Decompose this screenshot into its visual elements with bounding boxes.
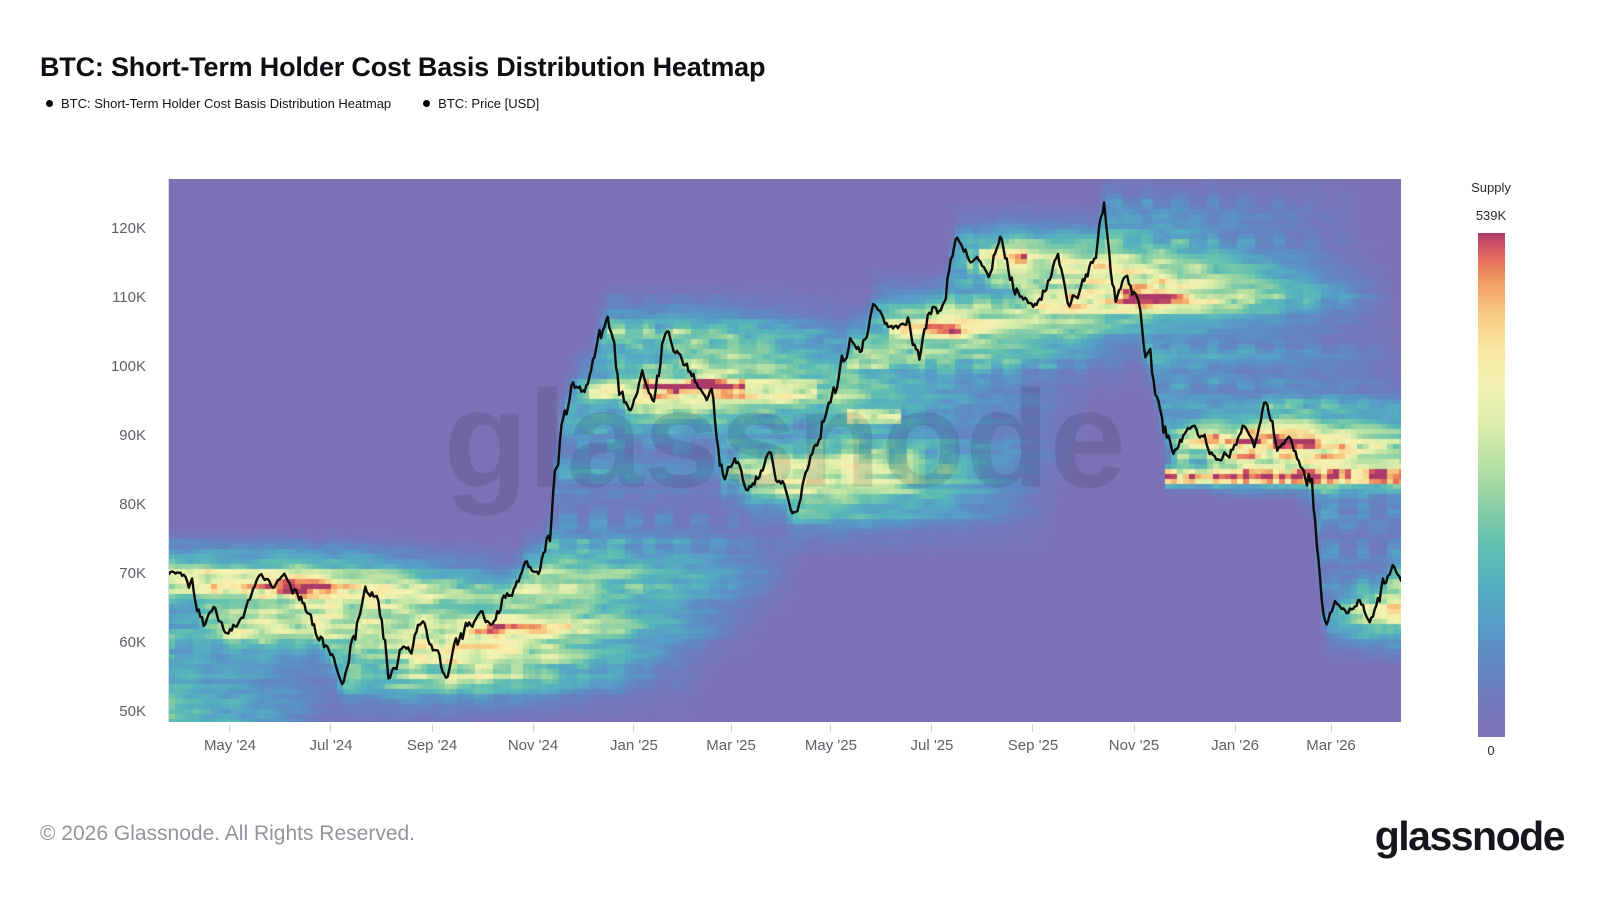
y-tick-label: 90K	[119, 426, 146, 444]
x-tick-label: May '24	[203, 737, 256, 754]
y-tick-label: 70K	[119, 564, 146, 582]
x-tick-mark	[931, 724, 933, 732]
y-tick-label: 110K	[112, 288, 146, 306]
x-tick-mark	[1234, 724, 1236, 732]
x-tick-label: Nov '25	[1108, 737, 1160, 754]
x-axis: May '24 Jul '24 Sep '24 Nov '24 Jan '25 Mar '…	[168, 722, 1400, 766]
supply-heatmap	[169, 179, 1401, 722]
x-tick-label: Jan '26	[1211, 737, 1259, 754]
btc-price-path	[169, 201, 1401, 686]
legend: BTC: Short-Term Holder Cost Basis Distri…	[46, 96, 539, 111]
legend-item-heatmap[interactable]: BTC: Short-Term Holder Cost Basis Distri…	[46, 96, 391, 111]
y-tick-label: 120K	[110, 219, 146, 237]
x-tick-mark	[1330, 724, 1332, 732]
colorbar	[1478, 233, 1505, 737]
legend-marker-icon	[423, 100, 431, 107]
legend-label-price: BTC: Price [USD]	[438, 96, 540, 111]
heatmap-plot-area[interactable]: glassnode	[168, 179, 1401, 722]
x-tick-label: Mar '26	[1306, 737, 1356, 754]
x-tick-mark	[330, 724, 332, 732]
x-tick-label: Sep '24	[406, 737, 458, 754]
x-tick-label: Jul '25	[910, 737, 954, 754]
y-tick-label: 100K	[110, 357, 146, 375]
y-axis: 50K 60K 70K 80K 90K 100K 110K 120K	[0, 179, 157, 722]
x-tick-mark	[229, 724, 231, 732]
copyright-text: © 2026 Glassnode. All Rights Reserved.	[40, 822, 416, 845]
y-tick-label: 80K	[119, 495, 146, 513]
x-tick-label: Nov '24	[507, 737, 559, 754]
legend-marker-icon	[46, 100, 53, 107]
colorbar-min-label: 0	[1487, 743, 1495, 758]
x-tick-mark	[633, 724, 635, 732]
page-title: BTC: Short-Term Holder Cost Basis Distri…	[40, 52, 766, 83]
x-tick-label: Mar '25	[706, 737, 756, 754]
y-tick-label: 50K	[119, 702, 146, 720]
x-tick-mark	[730, 724, 732, 732]
x-tick-label: Jan '25	[609, 737, 658, 754]
x-tick-mark	[431, 724, 433, 732]
x-tick-mark	[830, 724, 832, 732]
x-tick-mark	[1032, 724, 1034, 732]
x-tick-mark	[532, 724, 534, 732]
y-tick-label: 60K	[119, 633, 146, 651]
x-tick-label: May '25	[804, 737, 857, 754]
colorbar-max-label: 539K	[1475, 208, 1507, 223]
x-tick-label: Sep '25	[1007, 737, 1059, 754]
glassnode-logo[interactable]: glassnode	[1374, 813, 1566, 859]
legend-item-price[interactable]: BTC: Price [USD]	[423, 96, 539, 111]
price-line	[169, 201, 1401, 686]
x-tick-label: Jul '24	[309, 737, 353, 754]
x-tick-mark	[1133, 724, 1135, 732]
colorbar-title: Supply	[1471, 180, 1511, 195]
legend-label-heatmap: BTC: Short-Term Holder Cost Basis Distri…	[61, 96, 392, 111]
